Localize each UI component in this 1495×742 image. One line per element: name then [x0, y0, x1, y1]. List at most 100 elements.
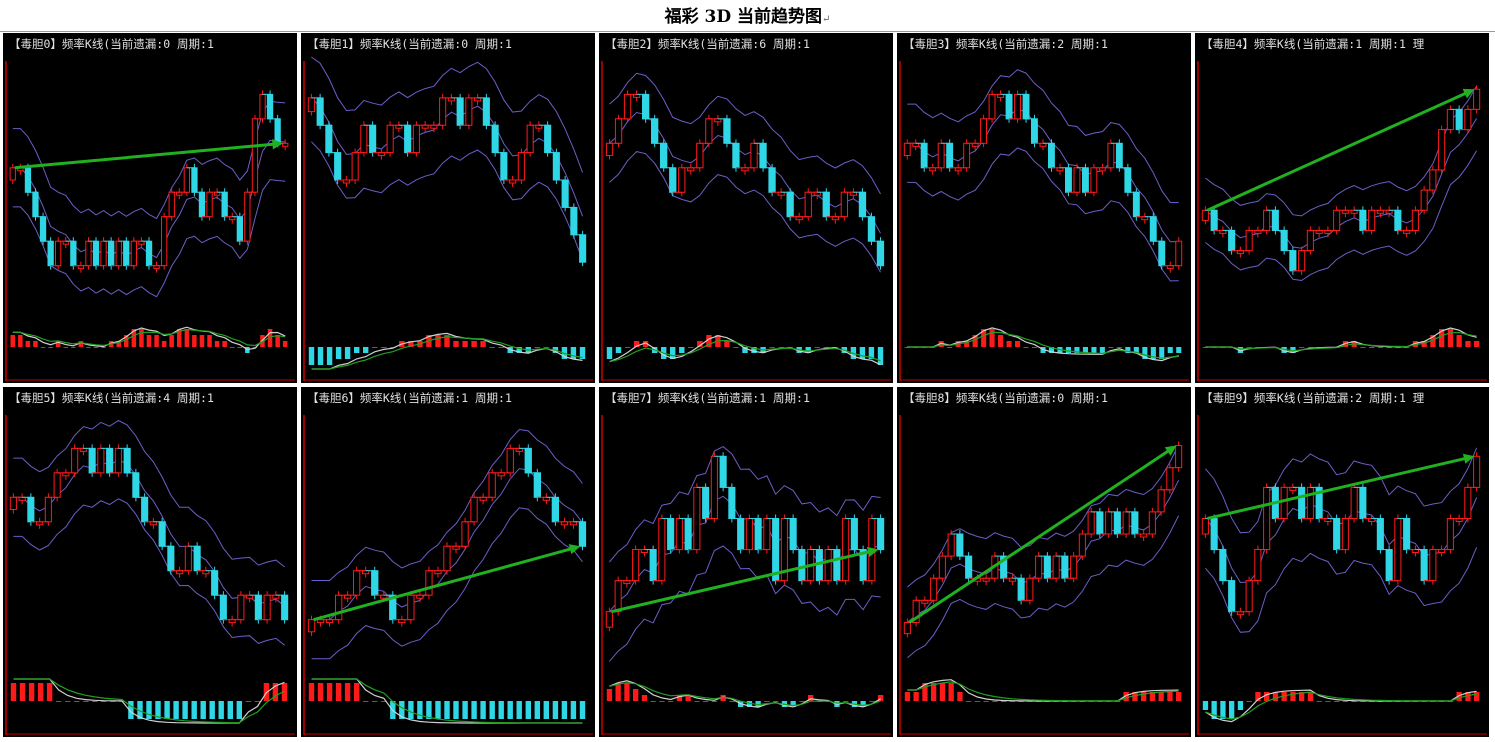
macd-bar-negative [317, 347, 324, 365]
macd-bar-positive [989, 329, 995, 347]
macd-bar-negative [146, 701, 152, 719]
macd-bar-positive [93, 347, 99, 348]
macd-bar-positive [1116, 347, 1122, 348]
candle-up [425, 570, 433, 596]
macd-bar-negative [1048, 347, 1054, 353]
macd-bar-negative [155, 701, 161, 719]
macd-bar-positive [71, 347, 76, 348]
macd-bar-positive [1386, 347, 1392, 348]
macd-bar-negative [1074, 347, 1080, 353]
macd-bar-positive [65, 701, 71, 702]
candle-up [988, 93, 996, 120]
candle-down [822, 191, 830, 218]
macd-bar-negative [128, 701, 134, 719]
macd-bar-positive [947, 347, 953, 348]
candle-up [71, 447, 79, 474]
macd-bar-negative [1176, 347, 1182, 353]
candle-up [506, 447, 514, 474]
kline-chart-svg [5, 61, 295, 381]
macd-bar-positive [769, 347, 775, 348]
macd-bar-positive [10, 335, 15, 347]
candle-down [92, 240, 100, 267]
candle-down [219, 594, 227, 621]
candle-down [1061, 555, 1069, 579]
macd-bar-positive [18, 335, 23, 347]
candle-down [1228, 580, 1236, 613]
macd-bar-positive [192, 335, 197, 347]
band-upper-line [609, 446, 881, 563]
macd-bar-positive [207, 335, 212, 347]
macd-bar-positive [878, 695, 884, 701]
candle-up [693, 486, 701, 551]
page-title-text: 福彩 3D 当前趋势图 [664, 7, 823, 27]
macd-bar-negative [308, 347, 315, 365]
macd-bar-positive [317, 683, 324, 701]
candle-up [1306, 486, 1314, 520]
candle-down [404, 124, 412, 154]
macd-bar-positive [372, 347, 378, 348]
trend-arrow-line [14, 142, 274, 170]
candle-up [750, 142, 758, 169]
macd-bar-positive [161, 341, 167, 347]
macd-bar-negative [344, 347, 351, 359]
candle-down [772, 518, 780, 582]
macd-bar-negative [1142, 347, 1148, 359]
candle-up [9, 496, 17, 511]
candle-up [1420, 189, 1428, 211]
candle-down [211, 570, 219, 596]
candle-up [351, 152, 359, 181]
macd-bar-negative [1099, 347, 1105, 353]
candle-up [842, 518, 850, 582]
macd-bar-negative [1229, 701, 1235, 719]
macd-bar-negative [218, 701, 224, 719]
macd-bar-positive [1421, 341, 1427, 347]
candle-down [723, 118, 731, 144]
candle-up [1368, 209, 1376, 232]
candle-down [561, 179, 569, 208]
macd-bar-positive [237, 347, 242, 348]
macd-dea-line [13, 678, 285, 724]
macd-bar-negative [746, 701, 753, 707]
candle-up [1394, 518, 1402, 582]
candle-down [47, 240, 54, 267]
macd-bar-positive [688, 347, 694, 348]
candle-down [1113, 511, 1121, 535]
candle-up [263, 594, 271, 621]
candle-up [963, 142, 971, 169]
kline-panel-6: 【毒胆6】频率K线(当前遗漏:1 周期:1 [301, 387, 595, 737]
candle-up [161, 216, 168, 267]
candle-down [1298, 486, 1306, 520]
candle-up [745, 518, 753, 551]
candle-up [1280, 486, 1288, 520]
macd-bar-negative [615, 347, 622, 353]
macd-bar-negative [534, 701, 540, 719]
macd-dea-line [907, 681, 1179, 702]
candle-up [947, 533, 955, 557]
candle-down [70, 240, 77, 267]
candle-down [132, 472, 140, 498]
macd-bar-negative [1150, 347, 1156, 359]
macd-dif-line [907, 327, 1179, 362]
macd-bar-negative [164, 701, 170, 719]
macd-bar-negative [790, 701, 796, 707]
candle-up [623, 93, 632, 120]
macd-bar-positive [92, 701, 98, 702]
kline-chart-svg [5, 415, 295, 735]
candle-down [236, 216, 243, 242]
candle-down [123, 240, 130, 267]
macd-bar-positive [534, 347, 540, 348]
candle-up [605, 611, 613, 628]
trend-arrow-head [272, 139, 284, 150]
macd-bar-positive [335, 683, 342, 701]
macd-bar-negative [1167, 347, 1173, 353]
macd-bar-positive [624, 347, 631, 348]
candle-down [334, 152, 342, 181]
candle-up [259, 93, 266, 120]
candle-up [903, 622, 911, 635]
macd-bar-positive [1474, 692, 1480, 701]
candle-up [1078, 533, 1086, 557]
candle-up [412, 124, 420, 154]
macd-bar-positive [948, 683, 954, 701]
macd-bar-positive [1316, 701, 1322, 702]
kline-chart-svg [303, 415, 593, 735]
